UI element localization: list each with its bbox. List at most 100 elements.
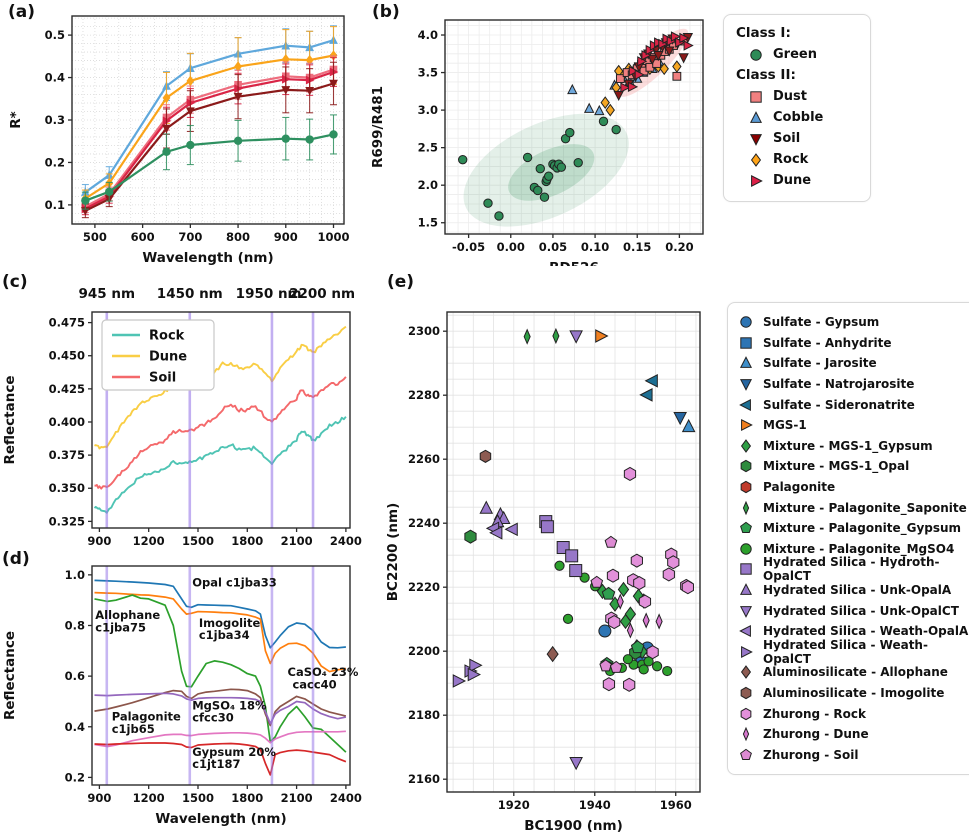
svg-text:2100: 2100: [281, 791, 313, 805]
svg-text:0.3: 0.3: [45, 113, 65, 127]
svg-text:0.1: 0.1: [45, 198, 65, 212]
svg-text:1960: 1960: [660, 798, 692, 812]
svg-text:1.0: 1.0: [65, 568, 85, 582]
svg-text:2180: 2180: [408, 708, 440, 722]
svg-text:cfcc30: cfcc30: [192, 710, 233, 724]
svg-text:2220: 2220: [408, 580, 440, 594]
square-icon: [750, 90, 762, 103]
svg-text:0.4: 0.4: [65, 720, 85, 734]
points-green: [458, 116, 621, 221]
svg-text:4.0: 4.0: [418, 28, 438, 42]
legend-label: Sulfate - Anhydrite: [763, 335, 892, 350]
y-axis-label: BC2200 (nm): [385, 503, 401, 602]
legend-item: MGS-1: [738, 415, 969, 436]
legend-label: Aluminosilicate - Imogolite: [763, 685, 945, 700]
svg-text:1450 nm: 1450 nm: [157, 286, 223, 302]
circle-icon: [740, 316, 752, 328]
thin-diamond-icon: [742, 726, 750, 742]
pentagon-icon: [740, 522, 752, 534]
x-axis-label: BD526: [549, 260, 599, 266]
svg-text:0.15: 0.15: [623, 240, 651, 254]
svg-text:2260: 2260: [408, 452, 440, 466]
svg-text:1800: 1800: [231, 534, 263, 548]
svg-text:1500: 1500: [182, 534, 214, 548]
legend-item: Sulfate - Gypsum: [738, 312, 969, 333]
legend-label: Hydrated Silica - Hydroth-OpalCT: [763, 555, 940, 584]
svg-text:900: 900: [87, 791, 111, 805]
points-aluminosilicate-imogolite: [479, 449, 492, 463]
panel-a-chart: 500 600 700 800 900 1000 0.1 0.2 0.3 0.4 0.5 Wavele…: [6, 0, 352, 270]
triangle-left-icon: [739, 398, 751, 411]
legend-item: Sulfate - Sideronatrite: [738, 394, 969, 415]
series-cobble: [80, 25, 338, 201]
svg-text:900: 900: [274, 230, 298, 244]
svg-text:0.400: 0.400: [49, 415, 85, 429]
svg-text:Allophane: Allophane: [95, 608, 160, 622]
svg-text:Palagonite: Palagonite: [112, 710, 181, 724]
legend-item: Palagonite: [738, 477, 969, 498]
legend-label: Dust: [773, 89, 807, 104]
svg-text:cacc40: cacc40: [292, 677, 336, 691]
svg-text:1940: 1940: [579, 798, 611, 812]
legend-label: Dune: [773, 173, 812, 188]
svg-text:2.5: 2.5: [418, 141, 438, 155]
square-icon: [740, 337, 752, 349]
svg-text:Dune: Dune: [149, 350, 187, 365]
svg-text:0.10: 0.10: [581, 240, 609, 254]
points-sulfate-jarosite: [681, 418, 696, 433]
triangle-down-icon: [739, 379, 753, 391]
legend-item: Aluminosilicate - Allophane: [738, 662, 969, 683]
square-icon: [740, 563, 752, 576]
y-axis-label: R699/R481: [370, 86, 386, 168]
legend-label: Mixture - MGS-1_Gypsum: [763, 438, 933, 453]
axes: 900 1200 1500 1800 2100 2400 0.325 0.350 0.375 0.…: [2, 311, 362, 548]
svg-text:Rock: Rock: [149, 329, 185, 344]
series-caso-23-cacc40: [94, 688, 347, 727]
series-palagonite-c1jb65: [94, 730, 346, 748]
legend-section-header: Class I:: [736, 25, 791, 41]
triangle-right-icon: [751, 174, 763, 187]
triangle-up-icon: [749, 110, 763, 123]
legend-label: Sulfate - Sideronatrite: [763, 397, 915, 412]
svg-text:2.0: 2.0: [418, 178, 438, 192]
svg-text:0.20: 0.20: [665, 240, 693, 254]
points-hydrated-silica-unk-opala: [479, 500, 511, 528]
svg-text:2240: 2240: [408, 516, 440, 530]
x-axis-label: Wavelength (nm): [155, 811, 286, 827]
legend-item: Hydrated Silica - Weath-OpalCT: [738, 638, 969, 666]
svg-text:800: 800: [226, 230, 250, 244]
legend-item: Hydrated Silica - Unk-OpalA: [738, 580, 969, 601]
svg-text:c1jba34: c1jba34: [199, 628, 250, 642]
legend-label: MGS-1: [763, 418, 807, 433]
legend-item: Sulfate - Anhydrite: [738, 333, 969, 354]
diamond-icon: [750, 152, 762, 167]
svg-text:1.5: 1.5: [418, 216, 438, 230]
svg-text:700: 700: [178, 230, 202, 244]
legend-label: Sulfate - Natrojarosite: [763, 377, 915, 392]
svg-text:500: 500: [83, 230, 107, 244]
svg-text:Imogolite: Imogolite: [199, 616, 261, 630]
legend-item: Hydrated Silica - Weath-OpalA: [738, 621, 969, 642]
triangle-down-icon: [739, 605, 753, 618]
points-zhurong-rock: [602, 466, 694, 692]
svg-text:1500: 1500: [182, 791, 214, 805]
triangle-up-icon: [739, 356, 753, 369]
triangle-up-icon: [739, 583, 753, 595]
series-green: [81, 114, 338, 210]
class-legend: Class I: Green Class II: Dust Cobble Soil Rock…: [723, 14, 871, 202]
series-imogolite-c1jba34: [94, 591, 347, 673]
legend-label: Aluminosilicate - Allophane: [763, 665, 948, 680]
legend-label: Zhurong - Soil: [763, 747, 859, 762]
legend-label: Hydrated Silica - Weath-OpalCT: [763, 637, 928, 666]
circle-icon: [740, 543, 752, 555]
svg-text:2280: 2280: [408, 388, 440, 402]
svg-text:Gypsum 20%: Gypsum 20%: [192, 745, 276, 759]
legend-item: Green: [736, 44, 860, 65]
points-sulfate-natrojarosite: [673, 412, 687, 426]
svg-text:945 nm: 945 nm: [79, 286, 136, 302]
legend-label: Hydrated Silica - Unk-OpalA: [763, 583, 952, 598]
svg-text:2300: 2300: [408, 324, 440, 338]
svg-text:0.4: 0.4: [45, 71, 65, 85]
legend-label: Soil: [773, 131, 801, 146]
